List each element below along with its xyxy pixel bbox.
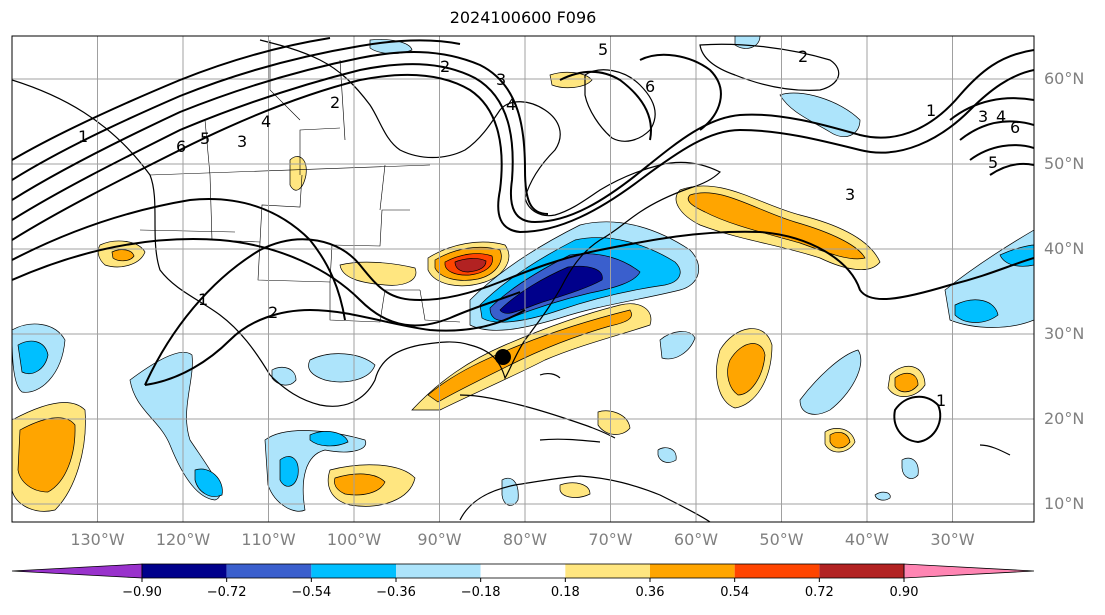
lon-label-130w: 130°W [70,530,125,549]
contour-label: 1 [936,391,946,410]
colorbar-tick-label: 0.72 [805,585,834,600]
coastlines [12,39,1011,522]
colorbar-swatch [819,564,904,578]
storm-center-marker [495,349,511,365]
colorbar-tick-label: −0.72 [207,585,247,600]
colorbar-tick-label: 0.18 [551,585,580,600]
map-title: 2024100600 F096 [449,8,597,27]
lon-label-80w: 80°W [503,530,547,549]
longitude-labels: 130°W 120°W 110°W 100°W 90°W 80°W 70°W 6… [70,530,974,549]
lat-label-20n: 20°N [1044,409,1084,428]
lat-label-10n: 10°N [1044,494,1084,513]
colorbar-swatch [565,564,650,578]
colorbar-swatch [226,564,312,578]
colorbar-tick-label: −0.36 [376,585,416,600]
contour-labels: 1 2 2 3 4 5 6 3 2 1 3 4 6 5 1 2 3 4 5 6 … [78,40,1020,410]
colorbar-swatch [311,564,396,578]
colorbar-tick-label: −0.18 [461,585,501,600]
contour-label: 5 [988,153,998,172]
lon-label-50w: 50°W [759,530,803,549]
lat-label-40n: 40°N [1044,239,1084,258]
contour-label: 3 [845,185,855,204]
lat-label-60n: 60°N [1044,69,1084,88]
colorbar-tick-label: −0.90 [122,585,162,600]
contour-label: 6 [645,77,655,96]
contour-label: 6 [1010,118,1020,137]
colorbar-tick-label: 0.36 [636,585,665,600]
contour-label: 6 [176,137,186,156]
colorbar-swatch [396,564,481,578]
contour-label: 3 [978,107,988,126]
colorbar-frame [141,563,905,579]
colorbar-tick-label: 0.54 [720,585,749,600]
colorbar-extend-min [11,563,143,579]
lon-label-100w: 100°W [327,530,382,549]
lat-label-30n: 30°N [1044,324,1084,343]
contour-label: 5 [200,129,210,148]
colorbar-extend-max [903,563,1035,579]
contour-label: 1 [198,290,208,309]
lon-label-110w: 110°W [241,530,296,549]
lon-label-120w: 120°W [156,530,211,549]
contour-label: 4 [261,112,271,131]
latitude-labels: 60°N 50°N 40°N 30°N 20°N 10°N [1044,69,1084,513]
contour-label: 4 [996,107,1006,126]
contour-label: 1 [78,127,88,146]
lon-label-90w: 90°W [417,530,461,549]
contour-label: 2 [268,303,278,322]
contour-label: 2 [330,93,340,112]
contour-label: 2 [440,57,450,76]
contour-label: 4 [506,95,516,114]
lat-label-50n: 50°N [1044,154,1084,173]
colorbar-tick-label: −0.54 [291,585,331,600]
lon-label-30w: 30°W [930,530,974,549]
colorbar-swatch [650,564,735,578]
contour-label: 2 [798,47,808,66]
colorbar-tick-label: 0.90 [890,585,919,600]
lon-label-40w: 40°W [845,530,889,549]
map-frame [11,35,1035,523]
colorbar-swatch [480,564,566,578]
colorbar-swatch [142,564,227,578]
colorbar-swatch [734,564,820,578]
contour-label: 3 [237,132,247,151]
lon-label-70w: 70°W [588,530,632,549]
colorbar: −0.90 −0.72 −0.54 −0.36 −0.18 0.18 0.36 0.54 0.7… [11,563,1035,600]
lon-label-60w: 60°W [674,530,718,549]
contour-label: 1 [926,101,936,120]
contour-label: 5 [598,40,608,59]
contour-label: 3 [496,70,506,89]
height-contours [12,37,1034,444]
